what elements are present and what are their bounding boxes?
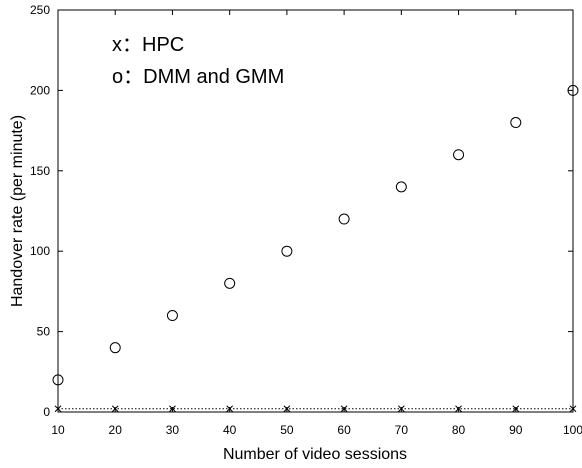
x-tick-label: 60 <box>337 423 351 437</box>
data-point-dmm-and-gmm <box>109 342 121 354</box>
data-point-hpc <box>397 405 405 413</box>
data-point-hpc <box>283 405 291 413</box>
data-point-dmm-and-gmm <box>166 310 178 322</box>
x-axis-label: Number of video sessions <box>223 446 407 463</box>
x-tick-label: 40 <box>223 423 237 437</box>
y-tick-label: 200 <box>30 83 50 97</box>
data-point-hpc <box>54 405 62 413</box>
y-axis-label: Handover rate (per minute) <box>9 115 26 307</box>
data-point-hpc <box>169 405 176 413</box>
data-point-hpc <box>455 405 462 413</box>
data-point-hpc <box>512 405 520 413</box>
data-point-hpc <box>340 405 348 413</box>
x-tick-label: 10 <box>51 423 65 437</box>
x-tick-label: 70 <box>395 423 409 437</box>
data-point-dmm-and-gmm <box>567 84 579 96</box>
data-point-dmm-and-gmm <box>52 374 64 386</box>
y-tick-label: 0 <box>43 405 50 419</box>
data-point-dmm-and-gmm <box>281 245 293 257</box>
legend: x：HPC o：DMM and GMM <box>112 34 284 88</box>
data-point-dmm-and-gmm <box>453 149 465 161</box>
x-tick-label: 50 <box>280 423 294 437</box>
x-tick-label: 20 <box>109 423 123 437</box>
data-point-dmm-and-gmm <box>224 277 236 289</box>
y-axis-ticks: 0 50 100 150 200 250 <box>30 3 573 419</box>
series-layer <box>52 84 579 413</box>
data-point-hpc <box>226 405 234 413</box>
data-point-dmm-and-gmm <box>395 181 407 193</box>
y-tick-label: 50 <box>37 325 51 339</box>
y-tick-label: 100 <box>30 244 50 258</box>
x-tick-label: 30 <box>166 423 180 437</box>
x-tick-label: 100 <box>563 423 582 437</box>
legend-entry-dmm-gmm: o：DMM and GMM <box>112 66 284 88</box>
legend-entry-hpc: x：HPC <box>112 34 184 56</box>
x-tick-label: 80 <box>452 423 466 437</box>
data-point-hpc <box>569 405 577 413</box>
x-tick-label: 90 <box>509 423 523 437</box>
data-point-hpc <box>111 405 119 413</box>
y-tick-label: 150 <box>30 164 50 178</box>
plot-frame <box>57 9 574 413</box>
x-axis-ticks: 10 20 30 40 50 60 70 80 90 100 <box>51 10 582 437</box>
y-tick-label: 250 <box>30 3 50 17</box>
data-point-dmm-and-gmm <box>510 117 522 129</box>
data-point-dmm-and-gmm <box>338 213 350 225</box>
